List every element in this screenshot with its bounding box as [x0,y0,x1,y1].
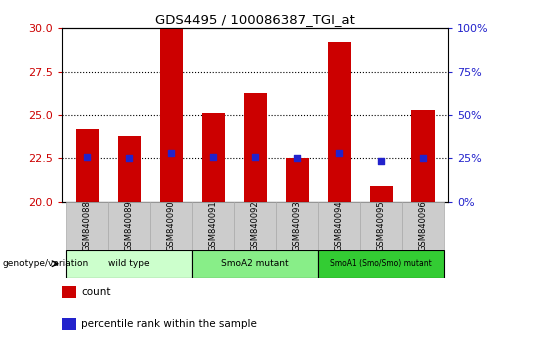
Text: GSM840091: GSM840091 [208,200,218,251]
Bar [76,129,99,202]
Bar [108,202,150,250]
Bar [276,202,318,250]
Text: GSM840096: GSM840096 [418,200,428,251]
Bar [328,42,350,202]
Bar [318,250,444,278]
Point [335,150,343,156]
Bar [234,202,276,250]
Text: SmoA1 (Smo/Smo) mutant: SmoA1 (Smo/Smo) mutant [330,259,432,268]
Bar [150,202,192,250]
Text: GSM840092: GSM840092 [251,200,260,251]
Text: GSM840095: GSM840095 [376,200,386,251]
Title: GDS4495 / 100086387_TGI_at: GDS4495 / 100086387_TGI_at [155,13,355,26]
Bar [286,158,309,202]
Bar [411,110,435,202]
Bar [318,202,360,250]
Bar [192,202,234,250]
Bar [369,186,393,202]
Text: GSM840090: GSM840090 [167,200,176,251]
Bar [118,136,141,202]
Point [377,158,386,164]
Point [209,154,218,160]
Bar [402,202,444,250]
Text: count: count [81,287,111,297]
Point [83,154,92,160]
Point [293,156,301,161]
Text: GSM840088: GSM840088 [83,200,92,251]
Bar [66,202,108,250]
Bar [62,286,76,298]
Bar [160,28,183,202]
Text: wild type: wild type [109,259,150,268]
Text: percentile rank within the sample: percentile rank within the sample [81,319,257,329]
Bar [192,250,318,278]
Bar [244,92,267,202]
Bar [62,318,76,330]
Text: GSM840089: GSM840089 [125,200,134,251]
Point [418,156,427,161]
Point [251,154,260,160]
Bar [360,202,402,250]
Point [167,150,176,156]
Bar [201,113,225,202]
Text: GSM840094: GSM840094 [335,200,343,251]
Bar [66,250,192,278]
Text: SmoA2 mutant: SmoA2 mutant [221,259,289,268]
Text: GSM840093: GSM840093 [293,200,302,251]
Text: genotype/variation: genotype/variation [3,259,89,268]
Point [125,156,133,161]
